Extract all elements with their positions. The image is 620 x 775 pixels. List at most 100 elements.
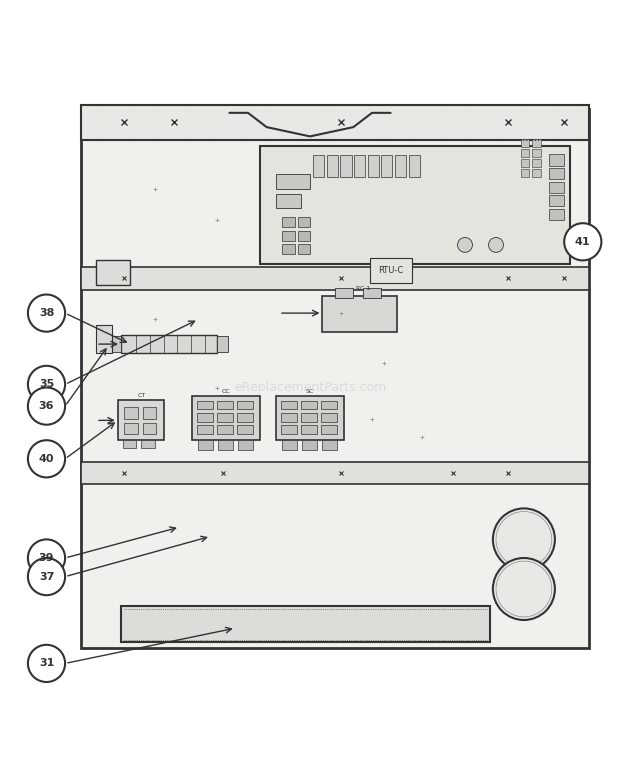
Text: 39: 39	[38, 553, 55, 563]
Text: CC: CC	[222, 389, 231, 394]
Bar	[96, 260, 130, 285]
Bar	[354, 155, 365, 177]
Bar	[322, 440, 337, 450]
Bar	[549, 168, 564, 179]
Circle shape	[28, 294, 65, 332]
Bar	[340, 155, 352, 177]
Bar	[276, 194, 301, 208]
Text: 36: 36	[38, 401, 55, 411]
Bar	[409, 155, 420, 177]
Bar	[237, 413, 253, 422]
Circle shape	[458, 237, 472, 253]
Text: RTU-C: RTU-C	[378, 266, 403, 275]
Bar	[237, 401, 253, 409]
Text: 41: 41	[575, 237, 591, 246]
Bar	[301, 425, 317, 434]
Text: eReplacementParts.com: eReplacementParts.com	[234, 381, 386, 394]
Bar	[521, 149, 529, 157]
Bar	[521, 159, 529, 167]
Bar	[118, 400, 164, 440]
Bar	[198, 440, 213, 450]
Bar	[81, 462, 589, 484]
Bar	[335, 288, 353, 298]
Bar	[282, 440, 297, 450]
Bar	[368, 155, 379, 177]
Bar	[322, 296, 397, 332]
Bar	[197, 425, 213, 434]
Bar	[121, 606, 490, 642]
Circle shape	[102, 272, 115, 284]
Bar	[192, 395, 260, 440]
Circle shape	[28, 558, 65, 595]
Circle shape	[496, 512, 552, 567]
Bar	[217, 336, 228, 352]
Circle shape	[28, 388, 65, 425]
Text: 37: 37	[39, 572, 54, 581]
Bar	[237, 425, 253, 434]
Bar	[141, 440, 155, 448]
Bar	[381, 155, 392, 177]
Bar	[282, 244, 294, 254]
Circle shape	[564, 223, 601, 260]
Bar	[532, 159, 541, 167]
Bar	[549, 209, 564, 220]
Circle shape	[28, 366, 65, 403]
Bar	[123, 440, 136, 448]
Bar	[218, 440, 233, 450]
Bar	[281, 425, 297, 434]
Text: 31: 31	[39, 659, 54, 668]
Bar	[276, 174, 310, 189]
Bar	[217, 413, 233, 422]
Bar	[217, 401, 233, 409]
Circle shape	[489, 237, 503, 253]
Bar	[282, 217, 294, 227]
Bar	[96, 326, 112, 353]
Bar	[532, 149, 541, 157]
Bar	[363, 288, 381, 298]
Bar	[313, 155, 324, 177]
Bar	[302, 440, 317, 450]
Circle shape	[493, 508, 555, 570]
Bar	[124, 423, 138, 434]
Bar	[301, 401, 317, 409]
Text: SC: SC	[306, 389, 314, 394]
Bar	[282, 231, 294, 240]
FancyBboxPatch shape	[81, 109, 589, 648]
Bar	[321, 425, 337, 434]
Bar	[298, 231, 310, 240]
Bar	[81, 267, 589, 290]
Bar	[532, 139, 541, 147]
Bar	[395, 155, 406, 177]
Bar	[238, 440, 253, 450]
Bar	[81, 105, 589, 140]
Bar	[532, 169, 541, 177]
Bar	[143, 408, 156, 419]
Bar	[301, 413, 317, 422]
Bar	[321, 401, 337, 409]
Bar	[281, 401, 297, 409]
Bar	[549, 195, 564, 206]
Bar	[197, 401, 213, 409]
Bar	[549, 181, 564, 193]
Text: 40: 40	[38, 454, 55, 463]
Bar	[298, 244, 310, 254]
Bar	[298, 217, 310, 227]
Circle shape	[28, 440, 65, 477]
Bar	[260, 146, 570, 264]
Bar	[217, 425, 233, 434]
Bar	[197, 413, 213, 422]
Circle shape	[28, 539, 65, 577]
Bar	[124, 408, 138, 419]
Text: RC 1: RC 1	[356, 287, 370, 291]
Circle shape	[496, 561, 552, 617]
Bar	[110, 336, 121, 352]
Bar	[276, 395, 344, 440]
Bar	[549, 154, 564, 166]
Bar	[143, 423, 156, 434]
Text: 38: 38	[39, 308, 54, 318]
Bar	[521, 139, 529, 147]
Bar	[321, 413, 337, 422]
Circle shape	[493, 558, 555, 620]
Bar	[121, 335, 217, 353]
Bar	[281, 413, 297, 422]
